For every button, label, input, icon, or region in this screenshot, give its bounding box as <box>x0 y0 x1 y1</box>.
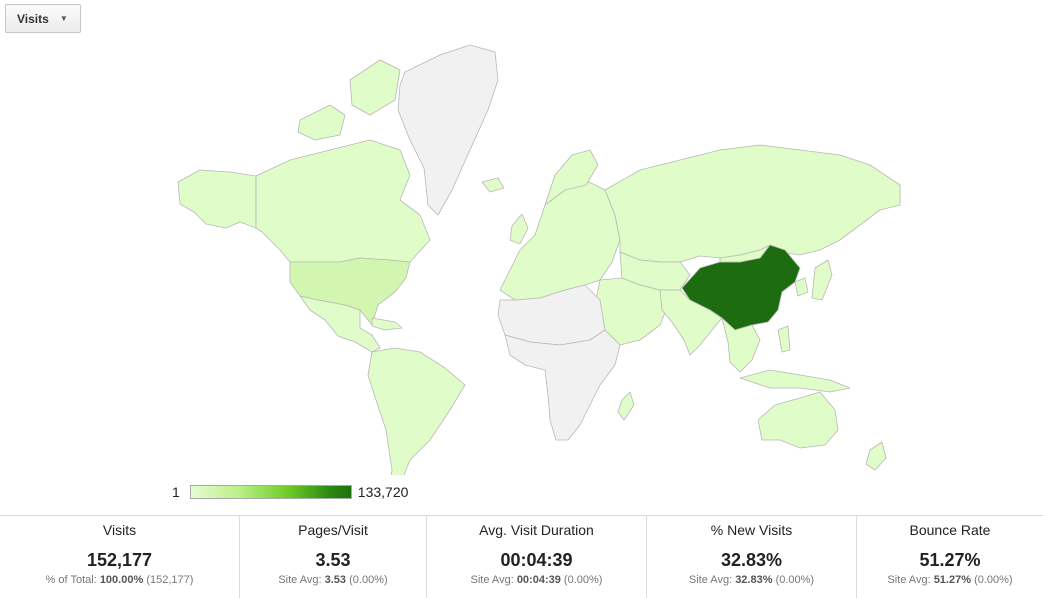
scorecard-value: 00:04:39 <box>500 550 573 570</box>
world-map-svg[interactable] <box>0 35 1043 475</box>
scorecard-row: Visits 152,177 % of Total: 100.00% (152,… <box>0 515 1043 598</box>
region-japan[interactable] <box>811 259 833 301</box>
scorecard-value: 152,177 <box>86 550 153 570</box>
region-southeast-asia[interactable] <box>721 317 761 373</box>
metric-selector-label: Visits <box>17 11 49 26</box>
scorecard-label: Avg. Visit Duration <box>479 522 594 538</box>
metric-selector-dropdown[interactable]: Visits ▼ <box>5 4 81 33</box>
scorecard-label: Pages/Visit <box>298 522 368 538</box>
scorecard-value: 51.27% <box>919 550 981 570</box>
region-uk[interactable] <box>509 213 529 245</box>
legend-min: 1 <box>172 484 180 500</box>
region-scandinavia[interactable] <box>544 149 599 206</box>
scorecard-pages-visit[interactable]: Pages/Visit 3.53 Site Avg: 3.53 (0.00%) <box>240 516 427 598</box>
region-sub-saharan-africa[interactable] <box>504 329 621 441</box>
region-korea[interactable] <box>794 277 809 297</box>
scorecard-subtext: % of Total: 100.00% (152,177) <box>45 574 194 586</box>
region-philippines[interactable] <box>777 325 791 353</box>
scorecard-subtext: Site Avg: 00:04:39 (0.00%) <box>470 574 603 586</box>
region-south-asia[interactable] <box>659 289 723 356</box>
scorecard-value: 32.83% <box>720 550 783 570</box>
region-iceland[interactable] <box>481 177 505 193</box>
region-alaska[interactable] <box>177 169 257 229</box>
scorecard-subtext: Site Avg: 51.27% (0.00%) <box>887 574 1013 586</box>
color-legend: 1 133,720 <box>172 482 408 502</box>
region-canada[interactable] <box>255 139 431 263</box>
scorecard-bounce-rate[interactable]: Bounce Rate 51.27% Site Avg: 51.27% (0.0… <box>857 516 1043 598</box>
scorecard-visits[interactable]: Visits 152,177 % of Total: 100.00% (152,… <box>0 516 240 598</box>
region-madagascar[interactable] <box>617 391 635 421</box>
scorecard-avg-visit-duration[interactable]: Avg. Visit Duration 00:04:39 Site Avg: 0… <box>427 516 647 598</box>
scorecard-value: 3.53 <box>315 550 351 570</box>
scorecard-label: Visits <box>102 522 137 538</box>
scorecard-subtext: Site Avg: 32.83% (0.00%) <box>688 574 815 586</box>
legend-gradient-bar <box>189 485 352 499</box>
scorecard-label: % New Visits <box>710 522 793 538</box>
region-indonesia[interactable] <box>739 369 851 393</box>
region-canada-arctic-islands-north[interactable] <box>349 59 401 116</box>
world-map[interactable] <box>0 35 1043 475</box>
scorecard-subtext: Site Avg: 3.53 (0.00%) <box>278 574 388 586</box>
region-greenland[interactable] <box>397 44 499 216</box>
scorecard-new-visits[interactable]: % New Visits 32.83% Site Avg: 32.83% (0.… <box>647 516 857 598</box>
legend-max: 133,720 <box>357 484 409 500</box>
region-caribbean[interactable] <box>371 317 403 331</box>
region-russia[interactable] <box>604 144 901 263</box>
region-mongolia[interactable] <box>719 244 771 263</box>
region-canada-arctic-islands[interactable] <box>297 104 346 141</box>
region-new-zealand[interactable] <box>865 441 887 471</box>
chevron-down-icon: ▼ <box>59 14 68 23</box>
scorecard-label: Bounce Rate <box>909 522 991 538</box>
region-mexico[interactable] <box>299 295 381 353</box>
region-south-america[interactable] <box>367 347 466 475</box>
region-australia[interactable] <box>757 391 839 449</box>
